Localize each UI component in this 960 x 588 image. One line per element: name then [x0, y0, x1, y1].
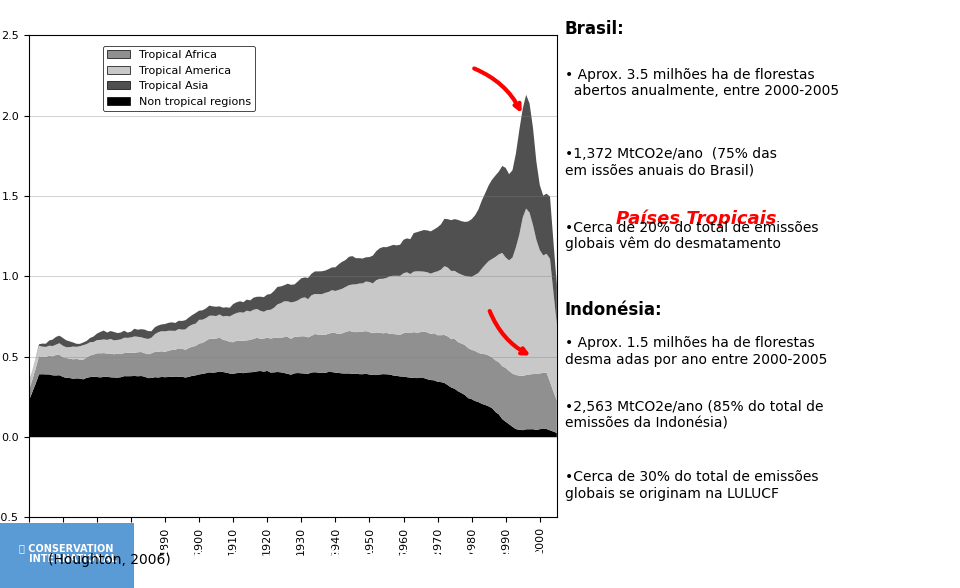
Text: (Houghton, 2006): (Houghton, 2006) [48, 553, 171, 567]
Text: Países Tropicais: Países Tropicais [616, 209, 777, 228]
Text: •2,563 MtCO2e/ano (85% do total de
emissões da Indonésia): •2,563 MtCO2e/ano (85% do total de emiss… [564, 400, 823, 430]
Text: • Aprox. 3.5 milhões ha de florestas
  abertos anualmente, entre 2000-2005: • Aprox. 3.5 milhões ha de florestas abe… [564, 68, 839, 98]
Text: Maior parte das emissões de desmatamento são
originadas nos trópicos: Maior parte das emissões de desmatamento… [163, 548, 579, 582]
Legend: Tropical Africa, Tropical America, Tropical Asia, Non tropical regions: Tropical Africa, Tropical America, Tropi… [103, 46, 255, 111]
Text: 🌿 CONSERVATION
   INTERNATIONAL: 🌿 CONSERVATION INTERNATIONAL [19, 543, 117, 564]
Text: • Aprox. 1.5 milhões ha de florestas
desma adas por ano entre 2000-2005: • Aprox. 1.5 milhões ha de florestas des… [564, 336, 828, 366]
Text: Brasil:: Brasil: [564, 20, 624, 38]
Text: •Cerca de 30% do total de emissões
globais se originam na LULUCF: •Cerca de 30% do total de emissões globa… [564, 470, 818, 500]
FancyBboxPatch shape [0, 523, 134, 588]
Text: Indonésia:: Indonésia: [564, 301, 662, 319]
Text: •1,372 MtCO2e/ano  (75% das
em issões anuais do Brasil): •1,372 MtCO2e/ano (75% das em issões anu… [564, 147, 777, 178]
Text: •Cerca de 20% do total de emissões
globais vêm do desmatamento: •Cerca de 20% do total de emissões globa… [564, 220, 818, 252]
